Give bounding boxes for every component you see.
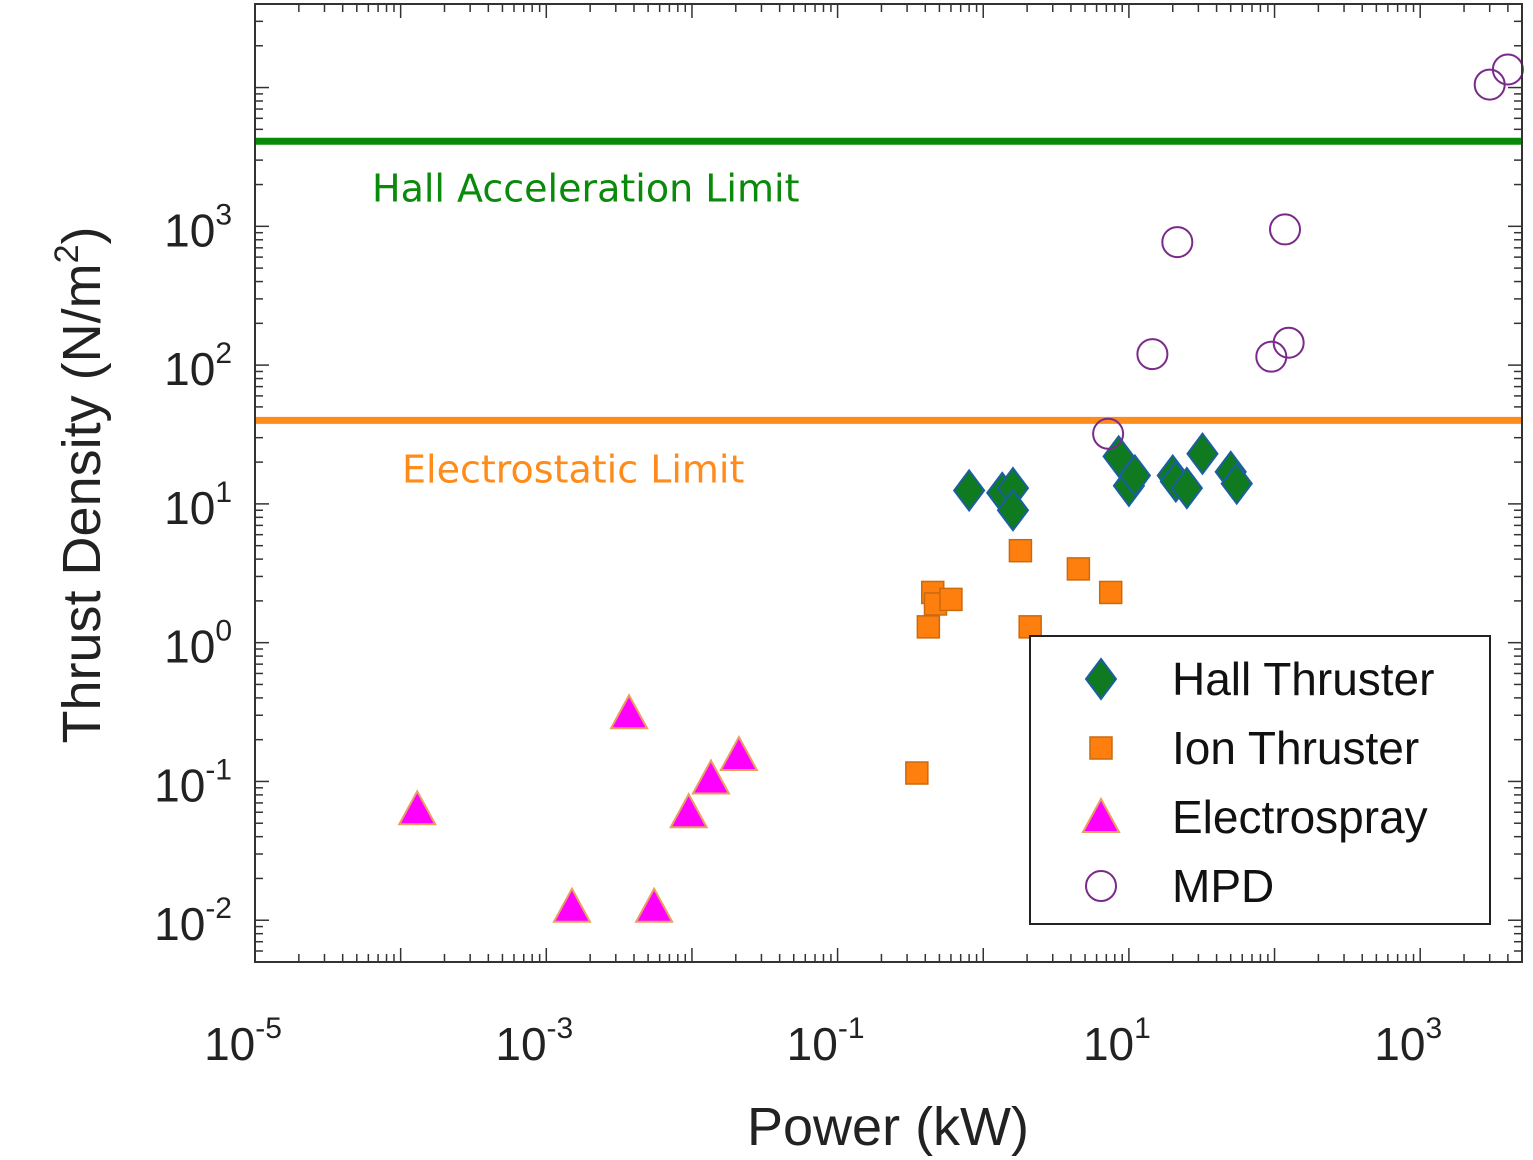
circle-open-point (1272, 326, 1305, 359)
diamond-point (996, 488, 1030, 532)
series-hall-thruster (952, 432, 1253, 532)
y-axis-title-main: Thrust Density (N/m (52, 263, 112, 743)
circle-open-point (1092, 417, 1125, 450)
diamond-point (1170, 466, 1204, 510)
circle-open-point (1161, 226, 1194, 259)
circle-open-point (1136, 338, 1169, 371)
legend-label: Ion Thruster (1172, 722, 1419, 774)
diamond-point (1220, 461, 1253, 506)
y-tick-label: 10-1 (154, 753, 232, 811)
data-points (397, 53, 1524, 923)
square-point (905, 761, 929, 785)
legend-marker (1084, 657, 1118, 701)
legend-item: Hall Thruster (1084, 653, 1434, 705)
triangle-point (634, 886, 674, 923)
legend-label: Electrospray (1172, 791, 1428, 843)
square-point (939, 587, 963, 612)
x-tick-labels: 10-5 10-3 10-1 101 103 (204, 1012, 1442, 1070)
circle-open-point (1491, 53, 1524, 86)
y-tick-labels: 10-2 10-1 100 101 102 103 (154, 198, 232, 950)
legend-label: MPD (1172, 860, 1274, 912)
diamond-point (1186, 432, 1219, 476)
triangle-point (691, 758, 731, 795)
legend: Hall Thruster Ion Thruster Electrospray MPD (1029, 635, 1491, 925)
square-point (1008, 538, 1033, 563)
triangle-point (397, 789, 437, 826)
triangle-point (609, 693, 649, 730)
plot-frame (254, 3, 1523, 963)
y-tick-label: 10-2 (154, 892, 232, 950)
square-point (1098, 580, 1123, 605)
x-axis-title: Power (kW) (747, 1097, 1029, 1157)
triangle-point (719, 734, 759, 772)
limit-label: Hall Acceleration Limit (372, 166, 799, 210)
diamond-point (952, 468, 986, 513)
diamond-point (1118, 453, 1152, 498)
triangle-point (669, 792, 709, 829)
y-axis-title-close: ) (52, 227, 112, 245)
legend-label: Hall Thruster (1172, 653, 1434, 705)
y-tick-label: 101 (164, 476, 232, 534)
series-ion-thruster (905, 538, 1123, 785)
x-tick-label: 101 (1083, 1012, 1151, 1070)
legend-marker (1089, 736, 1113, 760)
square-point (1018, 615, 1042, 639)
y-axis-title-sup: 2 (48, 244, 86, 263)
legend-marker (1081, 796, 1121, 833)
circle-open-point (1269, 213, 1302, 246)
legend-item: MPD (1085, 860, 1274, 912)
legend-marker (1085, 870, 1117, 902)
y-tick-label: 100 (164, 615, 232, 673)
y-tick-label: 102 (164, 337, 232, 395)
legend-item: Electrospray (1081, 791, 1428, 843)
limit-label: Electrostatic Limit (402, 447, 744, 491)
square-point (1066, 557, 1091, 581)
y-axis-title: Thrust Density (N/m2) (48, 227, 112, 744)
series-mpd (1092, 53, 1524, 450)
x-tick-label: 10-3 (495, 1012, 573, 1070)
x-tick-label: 10-5 (204, 1012, 282, 1070)
axis-ticks (254, 3, 1523, 963)
square-point (916, 615, 941, 639)
limit-lines: Hall Acceleration Limit Electrostatic Lim… (255, 137, 1522, 491)
series-electrospray (397, 693, 759, 923)
legend-item: Ion Thruster (1089, 722, 1419, 774)
y-tick-label: 103 (164, 198, 232, 256)
x-tick-label: 103 (1374, 1012, 1442, 1070)
x-tick-label: 10-1 (787, 1012, 865, 1070)
triangle-point (552, 886, 592, 923)
